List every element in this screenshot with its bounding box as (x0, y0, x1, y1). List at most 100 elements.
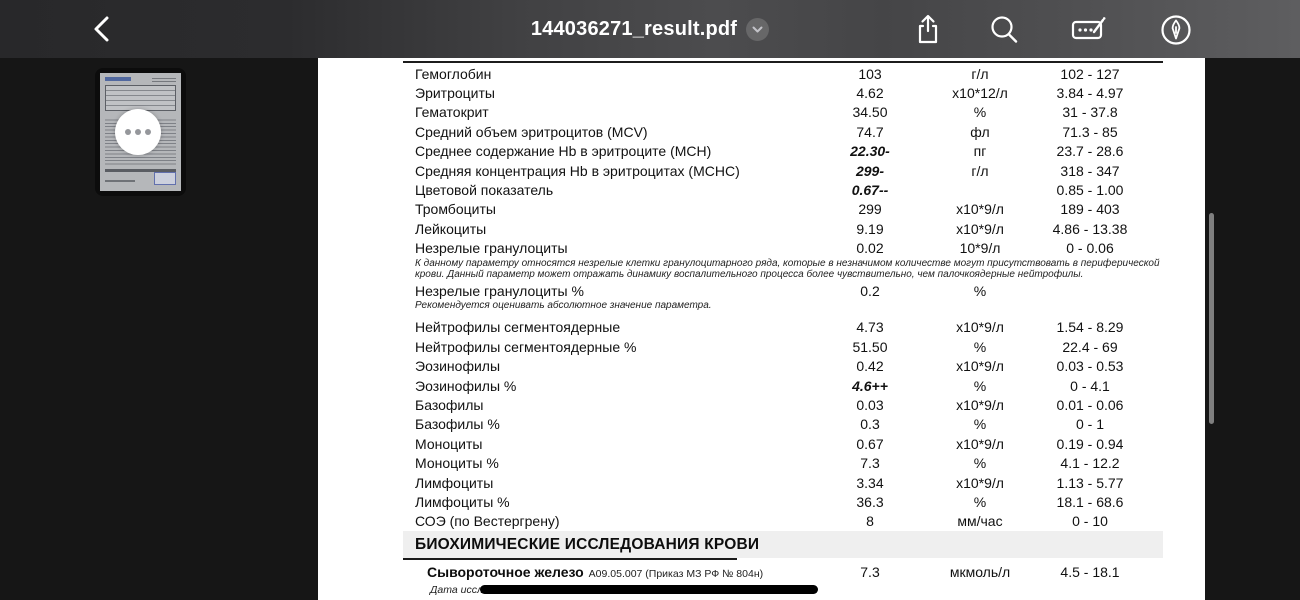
row-value: 299- (855, 162, 885, 179)
row-name: Моноциты % (415, 455, 499, 472)
share-button[interactable] (910, 12, 946, 48)
thumbnail-logo (105, 77, 131, 81)
row-name: Цветовой показатель (415, 182, 554, 199)
row-range: 1.13 - 5.77 (1056, 474, 1124, 491)
title-dropdown-button[interactable] (746, 17, 770, 41)
row-value: 0.67 (856, 435, 884, 452)
table-row: Средняя концентрация Hb в эритроцитах (M… (403, 161, 1165, 180)
biochem-name: Сывороточное железо (427, 564, 584, 581)
results-table: Гемоглобин 103 г/л 102 - 127 Эритроциты 4.62 х… (403, 58, 1165, 596)
row-name: Средний объем эритроцитов (MCV) (415, 123, 648, 140)
row-range: 22.4 - 69 (1062, 338, 1118, 355)
thumbnail-signature-line (105, 180, 135, 182)
row-unit: г/л (971, 162, 989, 179)
row-range: 318 - 347 (1060, 162, 1120, 179)
row-name: Гематокрит (415, 104, 489, 121)
row-range: 0.03 - 0.53 (1056, 358, 1124, 375)
row-unit: х10*9/л (956, 201, 1004, 218)
row-value: 8 (866, 513, 874, 530)
page-thumbnail[interactable] (95, 68, 186, 196)
row-unit: мм/час (957, 513, 1003, 530)
row-name: Эозинофилы (415, 358, 501, 375)
search-icon (986, 12, 1022, 48)
row-value: 22.30- (850, 143, 890, 160)
markup-icon (1068, 12, 1106, 48)
redaction-bar (480, 585, 818, 595)
row-name: Лейкоциты (415, 220, 487, 237)
row-value: 299 (858, 201, 882, 218)
row-value: 3.34 (856, 474, 884, 491)
row-unit: фл (970, 123, 990, 140)
row-range: 4.5 - 18.1 (1060, 564, 1120, 581)
row-unit: пг (973, 143, 987, 160)
table-row: Тромбоциты 299 х10*9/л 189 - 403 (403, 200, 1165, 219)
row-note: К данному параметру относятся незрелые к… (415, 257, 1160, 281)
row-range: 1.54 - 8.29 (1056, 319, 1124, 336)
pdf-page: Гемоглобин 103 г/л 102 - 127 Эритроциты 4.62 х… (318, 58, 1205, 600)
table-row: Нейтрофилы сегментоядерные % 51.50% 22.4 -… (403, 337, 1165, 356)
row-unit: г/л (971, 65, 989, 82)
row-value: 7.3 (860, 455, 880, 472)
table-row: Эозинофилы % 4.6++% 0 - 4.1 (403, 376, 1165, 395)
row-name: Гемоглобин (415, 65, 492, 82)
biochem-row: Сывороточное железо А09.05.007 (Приказ МЗ… (403, 562, 1165, 582)
row-unit: х10*9/л (956, 397, 1004, 414)
table-top-border (403, 61, 1163, 63)
back-button[interactable] (88, 14, 118, 44)
row-unit: х10*12/л (952, 85, 1008, 102)
row-range: 102 - 127 (1060, 65, 1120, 82)
row-value: 9.19 (856, 220, 884, 237)
row-name: Незрелые гранулоциты (415, 240, 568, 257)
row-unit: х10*9/л (956, 319, 1004, 336)
table-row: Моноциты 0.67 х10*9/л 0.19 - 0.94 (403, 434, 1165, 453)
row-value: 0.02 (856, 240, 884, 257)
row-range: 0.19 - 0.94 (1056, 435, 1124, 452)
row-value: 0.67-- (851, 182, 889, 199)
redacted-date-line: Дата иссле (403, 584, 1165, 596)
table-row: Нейтрофилы сегментоядерные 4.73 х10*9/л 1.5… (403, 318, 1165, 337)
row-range: 31 - 37.8 (1062, 104, 1118, 121)
thumbnail-more-button[interactable] (115, 109, 161, 155)
section-header-band: БИОХИМИЧЕСКИЕ ИССЛЕДОВАНИЯ КРОВИ (403, 531, 1163, 559)
row-name: Лимфоциты (415, 474, 494, 491)
biochem-code: А09.05.007 (Приказ МЗ РФ № 804н) (588, 568, 764, 581)
table-row: Базофилы 0.03 х10*9/л 0.01 - 0.06 (403, 395, 1165, 414)
row-unit: % (973, 416, 987, 433)
row-unit: % (973, 104, 987, 121)
row-name: Базофилы (415, 397, 484, 414)
thumbnail-header-table (105, 85, 176, 111)
row-value: 34.50 (852, 104, 888, 121)
chevron-down-icon (751, 23, 764, 36)
row-value: 4.6++ (852, 377, 888, 394)
table-row: Среднее содержание Hb в эритроците (MCH)… (403, 142, 1165, 161)
row-value: 36.3 (856, 494, 884, 510)
row-range: 3.84 - 4.97 (1056, 85, 1124, 102)
date-line-prefix: Дата иссле (430, 584, 489, 597)
table-row: Гематокрит 34.50% 31 - 37.8 (403, 103, 1165, 122)
document-title: 144036271_result.pdf (530, 17, 738, 40)
table-row: Базофилы % 0.3% 0 - 1 (403, 415, 1165, 434)
row-unit: % (973, 455, 987, 472)
row-range: 0 - 0.06 (1066, 240, 1114, 257)
row-value: 0.03 (856, 397, 884, 414)
markup-button[interactable] (1068, 12, 1106, 48)
search-button[interactable] (986, 12, 1022, 48)
table-row: Лейкоциты 9.19 х10*9/л 4.86 - 13.38 (403, 219, 1165, 238)
table-rows: Гемоглобин 103 г/л 102 - 127 Эритроциты 4.62 х… (403, 64, 1165, 531)
row-range: 4.86 - 13.38 (1052, 220, 1128, 237)
row-range: 23.7 - 28.6 (1056, 143, 1124, 160)
row-value: 4.62 (856, 85, 884, 102)
row-name: Нейтрофилы сегментоядерные (415, 319, 621, 336)
scrollbar-thumb[interactable] (1209, 213, 1214, 424)
row-name: Незрелые гранулоциты % (415, 282, 584, 299)
table-row: Эозинофилы 0.42 х10*9/л 0.03 - 0.53 (403, 357, 1165, 376)
row-name: Эозинофилы % (415, 377, 517, 394)
section-header: БИОХИМИЧЕСКИЕ ИССЛЕДОВАНИЯ КРОВИ (415, 535, 760, 553)
toolbar: 144036271_result.pdf (0, 0, 1300, 58)
markup-pen-button[interactable] (1158, 12, 1194, 48)
row-unit: х10*9/л (956, 435, 1004, 452)
row-range: 18.1 - 68.6 (1056, 494, 1124, 510)
row-name: Среднее содержание Hb в эритроците (MCH) (415, 143, 712, 160)
table-row: Моноциты % 7.3% 4.1 - 12.2 (403, 454, 1165, 473)
